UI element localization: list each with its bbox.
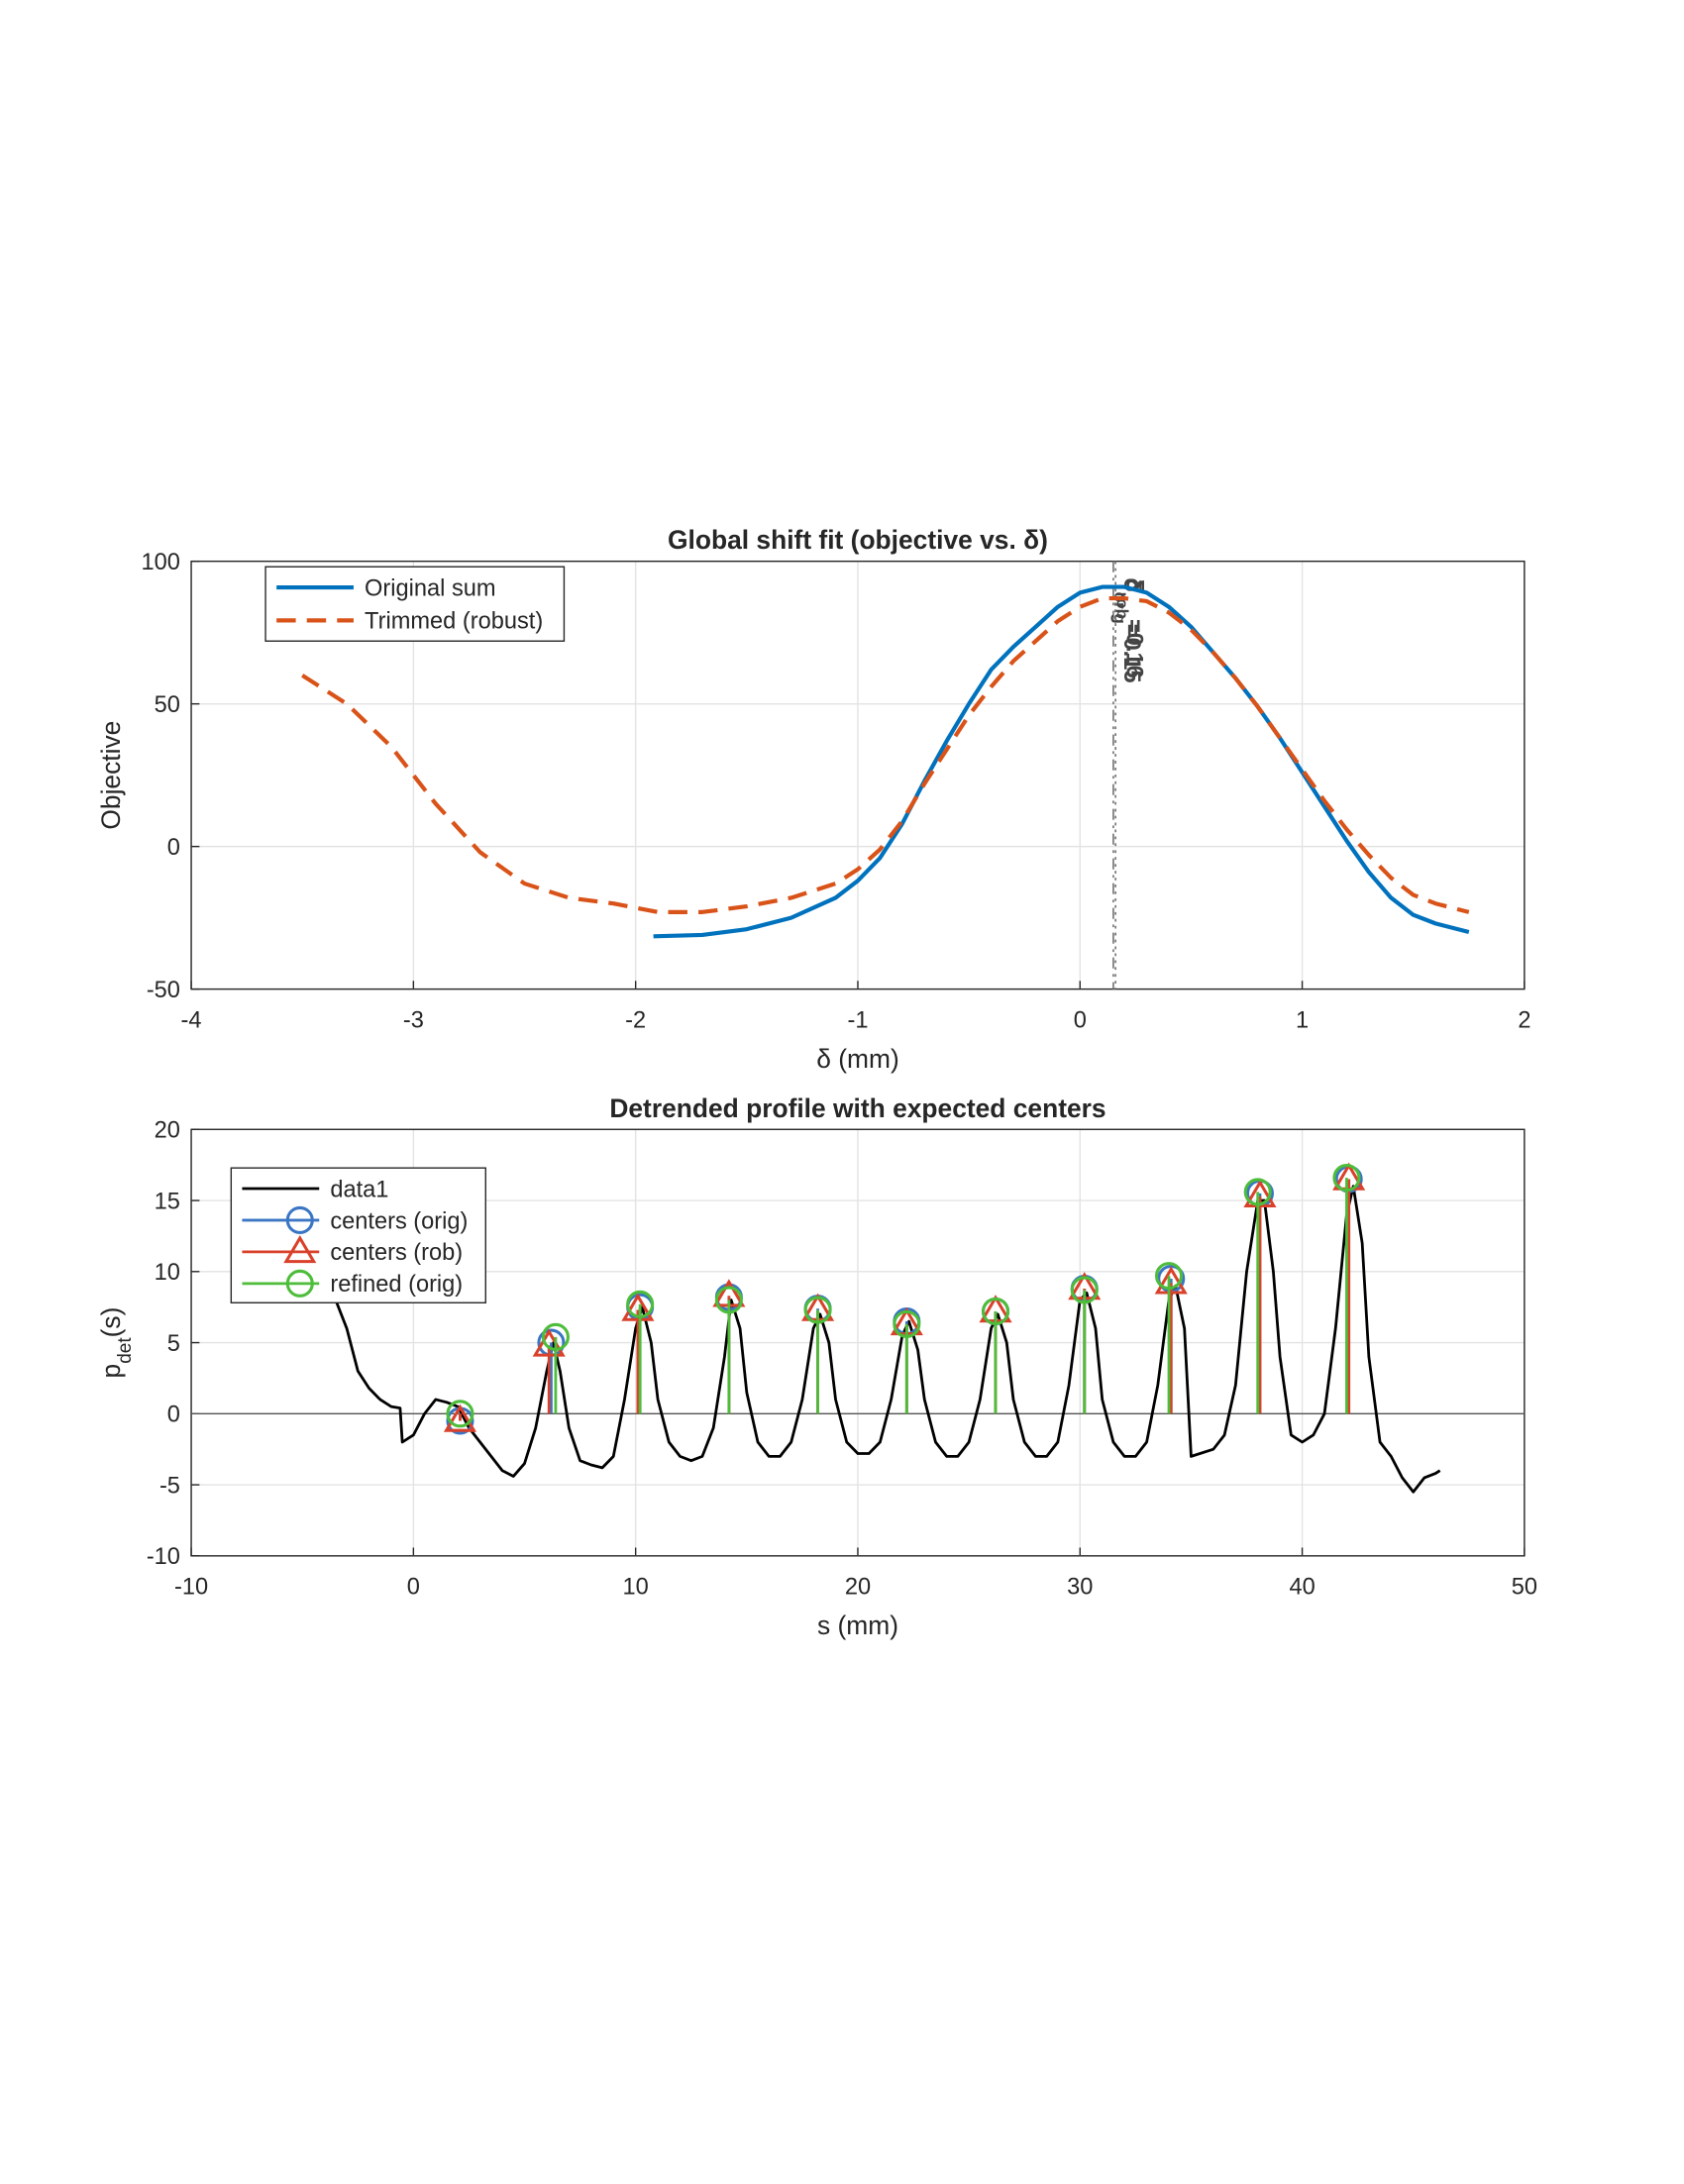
y-axis-label: Objective (96, 721, 126, 830)
x-tick-label: 40 (1289, 1575, 1315, 1601)
reference-label-part: =0.15 (1118, 624, 1144, 683)
chart-title: Detrended profile with expected centers (609, 1093, 1105, 1123)
legend-box (230, 1167, 486, 1303)
legend-label: data1 (330, 1177, 388, 1202)
x-tick-label: 0 (1074, 1008, 1087, 1034)
marker (283, 1234, 317, 1264)
y-tick-label: 0 (167, 1403, 180, 1428)
y-tick-label: 50 (155, 692, 180, 718)
marker (1243, 1179, 1277, 1207)
marker (446, 1400, 474, 1428)
x-tick-label: -1 (847, 1008, 868, 1034)
x-axis-label: δ (mm) (816, 1044, 899, 1074)
y-tick-label: 10 (155, 1260, 180, 1286)
reference-label: δrob=0.16 (1113, 577, 1147, 677)
marker (285, 1205, 314, 1234)
reference-label-part: =0.16 (1120, 619, 1146, 678)
marker (443, 1404, 477, 1432)
y-axis-label-part: Objective (96, 721, 126, 830)
marker (626, 1290, 655, 1318)
x-tick-label: 2 (1518, 1008, 1530, 1034)
legend-label: Trimmed (robust) (365, 609, 543, 635)
y-axis-label-part: (s) (96, 1307, 126, 1338)
marker (982, 1297, 1010, 1326)
axes-box (190, 1128, 1526, 1557)
y-tick-label: -50 (147, 978, 180, 1003)
x-axis-label-part: δ (816, 1044, 831, 1074)
y-tick-label: 100 (142, 550, 180, 575)
marker (1154, 1266, 1188, 1295)
marker (1332, 1164, 1361, 1193)
marker (714, 1286, 743, 1314)
x-tick-label: -10 (174, 1575, 208, 1601)
legend-label: centers (orig) (330, 1208, 468, 1234)
x-tick-label: -3 (403, 1008, 424, 1034)
marker (285, 1269, 314, 1298)
y-tick-label: 0 (167, 835, 180, 861)
marker (893, 1309, 921, 1338)
x-tick-label: 20 (845, 1575, 871, 1601)
marker (1243, 1178, 1272, 1206)
x-tick-label: -4 (181, 1008, 202, 1034)
series-line (334, 1185, 1441, 1494)
y-tick-label: -10 (147, 1544, 180, 1570)
x-tick-label: 0 (407, 1575, 420, 1601)
legend-label: Original sum (365, 575, 496, 601)
marker (621, 1293, 655, 1321)
axes-box (190, 560, 1526, 990)
series-line (301, 596, 1470, 914)
marker (1154, 1262, 1184, 1291)
x-axis-label-part: (mm) (831, 1044, 899, 1074)
legend-label: centers (rob) (330, 1240, 463, 1266)
marker (803, 1296, 832, 1324)
y-axis-label: pdet(s) (96, 1307, 136, 1379)
reference-label-part: rob (1113, 592, 1132, 619)
y-tick-label: 15 (155, 1189, 180, 1214)
legend-label: refined (orig) (330, 1272, 463, 1298)
y-tick-label: -5 (159, 1473, 180, 1499)
chart-title: Global shift fit (objective vs. δ) (668, 525, 1048, 555)
y-axis-label-part: det (114, 1337, 135, 1364)
x-tick-label: 10 (623, 1575, 649, 1601)
y-tick-label: 20 (155, 1118, 180, 1144)
y-tick-label: 5 (167, 1331, 180, 1357)
x-tick-label: 50 (1512, 1575, 1537, 1601)
y-axis-label-part: p (96, 1364, 126, 1379)
x-axis-label: s (mm) (817, 1611, 898, 1640)
legend-box (264, 566, 566, 642)
series-line (653, 584, 1470, 939)
x-tick-label: 1 (1296, 1008, 1309, 1034)
marker (1070, 1276, 1099, 1304)
marker (541, 1322, 570, 1351)
x-tick-label: 30 (1067, 1575, 1093, 1601)
x-axis-label-part: s (mm) (817, 1611, 898, 1640)
x-tick-label: -2 (625, 1008, 646, 1034)
